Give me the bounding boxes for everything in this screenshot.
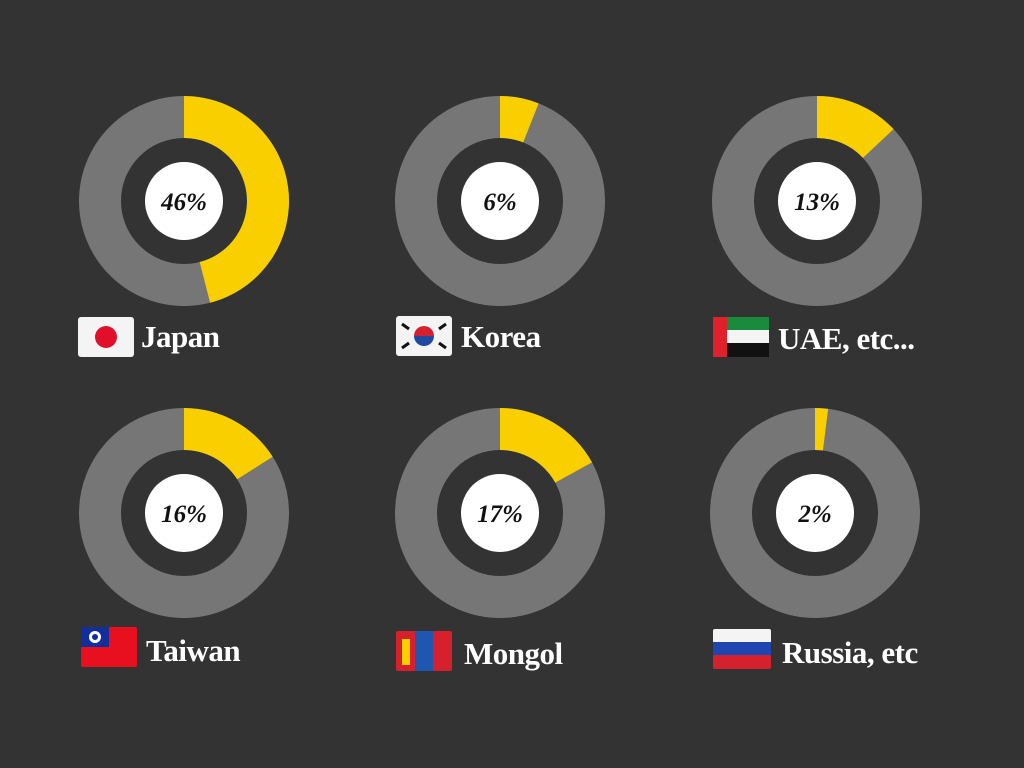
donut-center <box>461 474 539 552</box>
donut-center <box>461 162 539 240</box>
flag-stripe <box>726 317 769 331</box>
country-label: Mongol <box>464 636 564 671</box>
country-label: Taiwan <box>146 633 240 668</box>
flag-stripe <box>713 655 771 669</box>
donut-center <box>145 162 223 240</box>
flag-japan <box>78 317 134 357</box>
donut-segment <box>184 408 273 480</box>
flag-trigrams <box>401 322 447 350</box>
flag-stripe <box>713 642 771 656</box>
country-label: Japan <box>141 319 220 354</box>
country-label: Russia, etc <box>782 635 918 670</box>
trigram <box>438 322 447 331</box>
flag-soyombo <box>402 639 410 665</box>
value-label: 2% <box>797 501 831 528</box>
flag-yin <box>414 336 434 346</box>
flag-stripe <box>726 330 769 344</box>
flag-mongolia <box>396 631 452 671</box>
country-label: UAE, etc... <box>778 321 915 356</box>
trigram <box>438 341 447 350</box>
value-label: 13% <box>794 189 840 216</box>
donut-segment <box>184 96 290 303</box>
flag-taiwan <box>81 627 137 667</box>
donut-segment <box>500 408 593 483</box>
flag-stripe <box>713 629 771 643</box>
flag-bar <box>713 317 727 357</box>
value-label: 17% <box>477 501 523 528</box>
flag-stripe <box>433 631 452 671</box>
flags <box>78 316 771 671</box>
donut-center <box>778 162 856 240</box>
donut-segment <box>500 96 539 143</box>
trigram <box>401 341 410 350</box>
flag-sun-core <box>92 634 98 640</box>
flag-stripe <box>415 631 434 671</box>
flag-russia <box>713 629 771 669</box>
flag-korea <box>396 316 452 356</box>
donut-segment <box>817 96 894 158</box>
trigram <box>401 322 410 331</box>
flag-stripe <box>726 343 769 357</box>
flag-uae <box>713 317 769 357</box>
flag-disc <box>95 326 117 348</box>
value-label: 16% <box>161 501 207 528</box>
value-label: 6% <box>483 189 516 216</box>
donut-center <box>145 474 223 552</box>
donut-center <box>776 474 854 552</box>
value-label: 46% <box>160 189 207 216</box>
flag-yang <box>414 326 434 336</box>
country-label: Korea <box>461 319 542 354</box>
donut-segment <box>815 408 829 451</box>
